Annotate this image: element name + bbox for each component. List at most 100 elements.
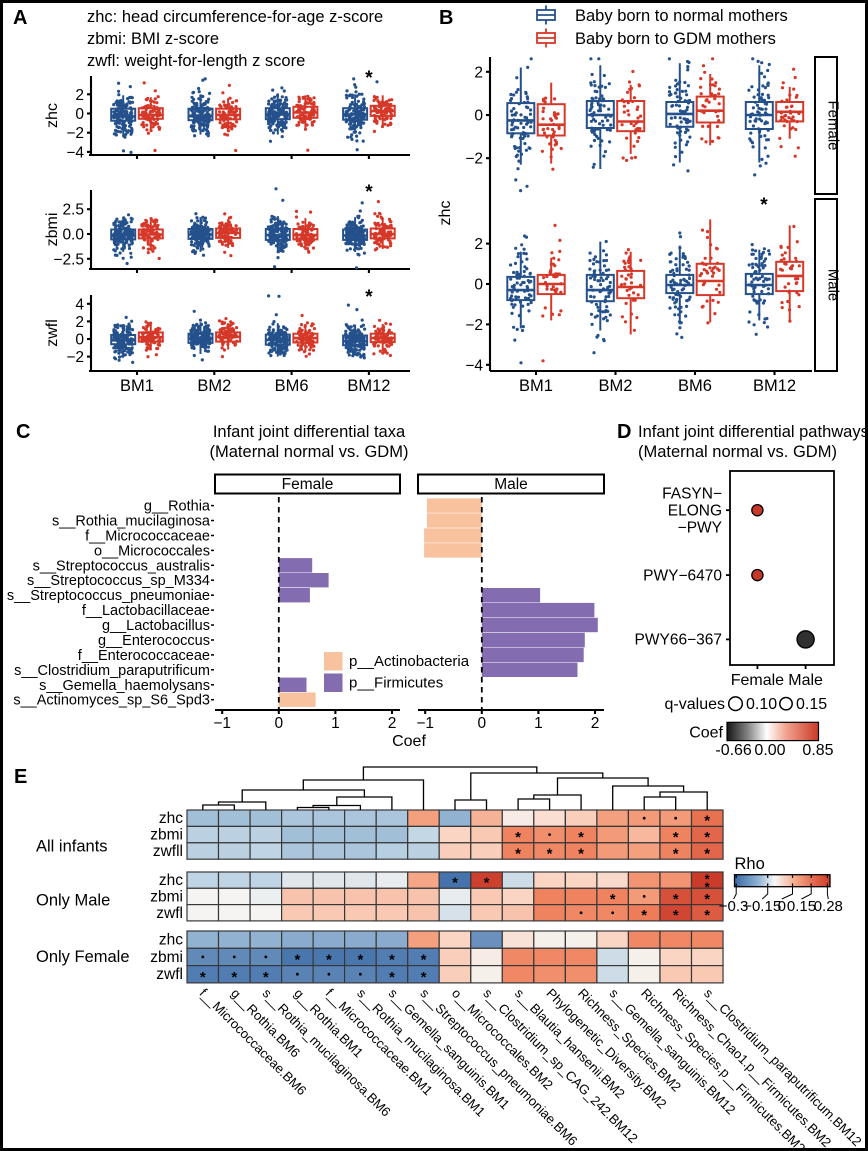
svg-text:C: C: [16, 421, 30, 443]
svg-text:−4: −4: [66, 144, 84, 161]
svg-text:−2: −2: [66, 349, 84, 366]
svg-text:Male: Male: [788, 672, 823, 689]
svg-text:0: 0: [75, 106, 84, 123]
svg-text:−2: −2: [465, 151, 483, 168]
svg-text:*: *: [365, 287, 373, 308]
svg-text:−2.5: −2.5: [53, 251, 84, 268]
svg-text:*: *: [704, 829, 710, 846]
svg-text:Baby born to GDM mothers: Baby born to GDM mothers: [575, 30, 776, 48]
svg-text:*: *: [231, 969, 237, 986]
svg-text:*: *: [578, 846, 584, 863]
svg-text:*: *: [421, 969, 427, 986]
svg-text:*: *: [326, 951, 332, 968]
svg-text:*: *: [673, 846, 679, 863]
svg-text:−4: −4: [465, 357, 483, 374]
svg-text:zhc: zhc: [159, 810, 183, 827]
svg-text:zbmi: zbmi: [150, 888, 183, 905]
svg-text:Baby born to normal mothers: Baby born to normal mothers: [575, 7, 788, 25]
svg-text:BM6: BM6: [678, 377, 712, 395]
svg-text:f__Lactobacillaceae: f__Lactobacillaceae: [82, 603, 210, 619]
svg-text:zhc: zhc: [159, 872, 183, 889]
svg-text:4: 4: [75, 296, 84, 313]
svg-text:*: *: [704, 846, 710, 863]
svg-text:Male: Male: [494, 476, 528, 493]
svg-text:*: *: [515, 829, 521, 846]
svg-text:−1: −1: [416, 715, 434, 732]
svg-text:Only Female: Only Female: [36, 948, 130, 966]
svg-text:*: *: [610, 891, 616, 908]
svg-text:zwfl: zwfl: [44, 319, 61, 347]
svg-text:BM2: BM2: [599, 377, 633, 395]
svg-text:*: *: [705, 872, 711, 887]
svg-text:zwfl: zwfl: [156, 966, 183, 983]
svg-text:zwfll: zwfll: [153, 843, 183, 860]
svg-text:−0.3: −0.3: [719, 898, 749, 915]
svg-text:*: *: [704, 813, 710, 830]
svg-text:*: *: [294, 951, 300, 968]
svg-text:*: *: [578, 829, 584, 846]
svg-text:2: 2: [474, 64, 483, 81]
svg-text:BM2: BM2: [197, 377, 231, 395]
svg-text:*: *: [641, 907, 647, 924]
svg-text:1: 1: [331, 715, 340, 732]
svg-text:0.15: 0.15: [787, 898, 816, 915]
svg-text:p__Actinobacteria: p__Actinobacteria: [349, 653, 470, 670]
svg-text:2: 2: [474, 236, 483, 253]
svg-text:*: *: [365, 182, 373, 203]
svg-text:0.00: 0.00: [754, 742, 785, 759]
svg-text:zbmi: zbmi: [150, 949, 183, 966]
svg-text:PWY66−367: PWY66−367: [635, 632, 722, 649]
svg-text:s__Rothia_mucilaginosa: s__Rothia_mucilaginosa: [52, 514, 211, 530]
svg-text:E: E: [14, 766, 27, 788]
svg-text:0: 0: [474, 108, 483, 125]
svg-text:p__Firmicutes: p__Firmicutes: [349, 675, 443, 692]
svg-text:Female: Female: [825, 100, 842, 150]
svg-text:−2: −2: [66, 125, 84, 142]
svg-text:All infants: All infants: [36, 837, 108, 855]
svg-text:*: *: [673, 907, 679, 924]
svg-text:Coef: Coef: [689, 725, 723, 742]
svg-text:−PWY: −PWY: [678, 520, 722, 537]
svg-text:Female: Female: [282, 476, 334, 493]
svg-text:f__Micrococcaceae: f__Micrococcaceae: [85, 529, 210, 545]
svg-text:zwfl: zwfl: [156, 905, 183, 922]
svg-text:*: *: [389, 969, 395, 986]
svg-text:2: 2: [75, 314, 84, 331]
svg-text:zhc: zhc: [159, 932, 183, 949]
svg-text:0: 0: [778, 898, 786, 915]
svg-text:*: *: [389, 951, 395, 968]
svg-text:0: 0: [474, 277, 483, 294]
svg-text:s__Clostridium_paraputrificum: s__Clostridium_paraputrificum: [14, 663, 210, 679]
svg-text:*: *: [365, 68, 373, 89]
svg-text:0.85: 0.85: [802, 742, 833, 759]
svg-text:BM1: BM1: [120, 377, 154, 395]
svg-text:0: 0: [75, 332, 84, 349]
svg-text:−0.15: −0.15: [743, 898, 781, 915]
svg-text:*: *: [357, 951, 363, 968]
svg-text:(Maternal normal vs. GDM): (Maternal normal vs. GDM): [638, 443, 837, 461]
svg-text:BM12: BM12: [347, 377, 390, 395]
svg-text:−1: −1: [213, 715, 231, 732]
svg-text:-0.66: -0.66: [715, 742, 752, 759]
svg-text:PWY−6470: PWY−6470: [643, 567, 722, 584]
svg-text:A: A: [13, 7, 27, 29]
svg-text:Coef: Coef: [392, 733, 426, 750]
svg-text:s__Actinomyces_sp_S6_Spd3: s__Actinomyces_sp_S6_Spd3: [13, 693, 210, 709]
svg-text:g__Lactobacillus: g__Lactobacillus: [102, 618, 210, 634]
svg-text:Infant joint differential taxa: Infant joint differential taxa: [213, 423, 406, 441]
svg-text:2: 2: [388, 715, 397, 732]
svg-text:s__Streptococcus_australis: s__Streptococcus_australis: [33, 558, 210, 574]
svg-text:0.10: 0.10: [746, 696, 777, 713]
svg-text:Infant joint differential path: Infant joint differential pathways: [638, 423, 868, 441]
svg-text:0.28: 0.28: [814, 898, 843, 915]
svg-text:Female: Female: [731, 672, 784, 689]
svg-text:*: *: [673, 891, 679, 908]
svg-text:o__Micrococcales: o__Micrococcales: [94, 543, 210, 559]
svg-text:0.15: 0.15: [796, 696, 827, 713]
svg-text:*: *: [421, 951, 427, 968]
svg-text:zbmi: zbmi: [44, 213, 61, 247]
svg-text:0: 0: [477, 715, 486, 732]
svg-text:g__Rothia: g__Rothia: [144, 499, 211, 515]
svg-text:zbmi: BMI z-score: zbmi: BMI z-score: [87, 30, 219, 48]
svg-text:Male: Male: [825, 269, 842, 302]
